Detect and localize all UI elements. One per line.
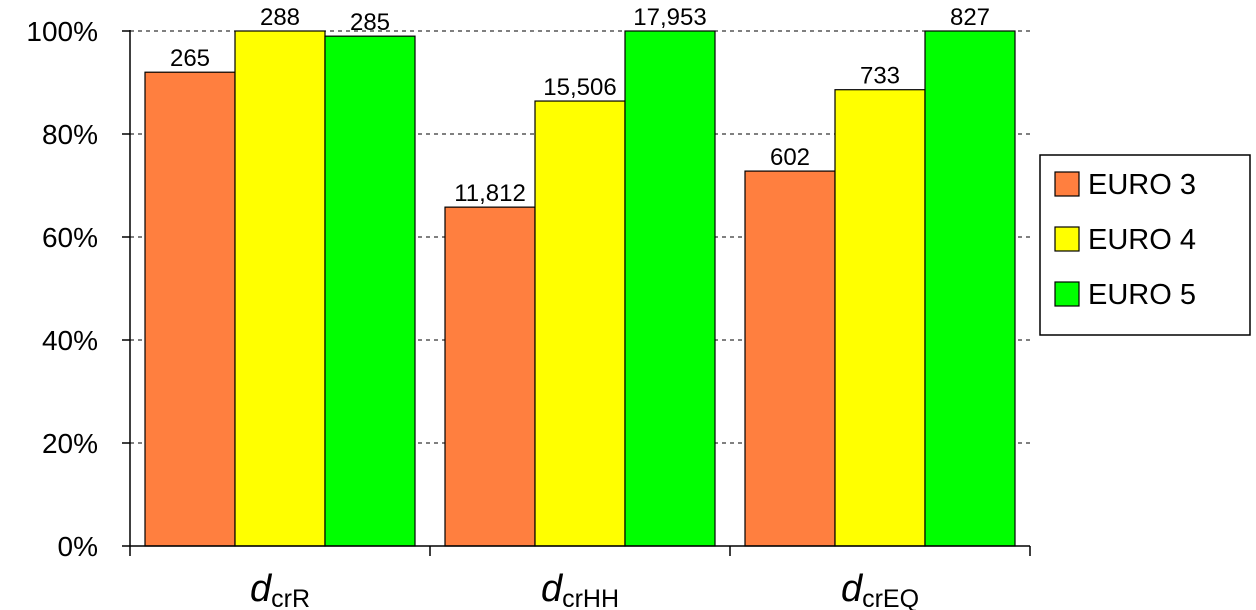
data-label: 602 (770, 144, 810, 171)
legend-label: EURO 3 (1088, 169, 1196, 201)
data-label: 265 (170, 45, 210, 72)
x-axis-categories: dcrR dcrHH dcrEQ (250, 568, 919, 610)
bar-euro-4 (234, 30, 326, 547)
y-tick-label: 0% (58, 531, 98, 562)
bar-euro-4 (834, 89, 926, 547)
axes (122, 30, 1031, 556)
bars (144, 30, 1016, 547)
y-tick-label: 80% (42, 119, 98, 150)
x-category-label: dcrR (250, 568, 310, 610)
legend-swatch (1054, 171, 1080, 197)
data-label: 285 (350, 9, 390, 36)
legend: EURO 3 EURO 4 EURO 5 (1039, 154, 1251, 336)
bar-euro-3 (444, 206, 536, 547)
y-axis-ticks: 0% 20% 40% 60% 80% 100% (26, 16, 98, 562)
data-label: 288 (260, 4, 300, 31)
bar-euro-5 (924, 30, 1016, 547)
data-label: 11,812 (454, 180, 526, 207)
y-tick-label: 20% (42, 428, 98, 459)
data-label: 15,506 (543, 74, 616, 101)
y-tick-label: 60% (42, 222, 98, 253)
data-label: 733 (860, 63, 900, 90)
y-tick-label: 100% (26, 16, 98, 47)
data-label: 17,953 (633, 4, 706, 31)
bar-euro-5 (624, 30, 716, 547)
bar-euro-3 (144, 71, 236, 547)
bar-euro-4 (534, 100, 626, 547)
legend-swatch (1054, 281, 1080, 307)
x-category-label: dcrEQ (841, 568, 919, 610)
x-category-label: dcrHH (541, 568, 619, 610)
y-tick-label: 40% (42, 325, 98, 356)
bar-euro-3 (744, 170, 836, 547)
bar-euro-5 (324, 35, 416, 547)
data-label: 827 (950, 4, 990, 31)
data-labels: 265 288 285 11,812 15,506 17,953 602 733 827 (170, 4, 990, 207)
legend-label: EURO 5 (1088, 279, 1196, 311)
legend-swatch (1054, 226, 1080, 252)
legend-label: EURO 4 (1088, 224, 1196, 256)
